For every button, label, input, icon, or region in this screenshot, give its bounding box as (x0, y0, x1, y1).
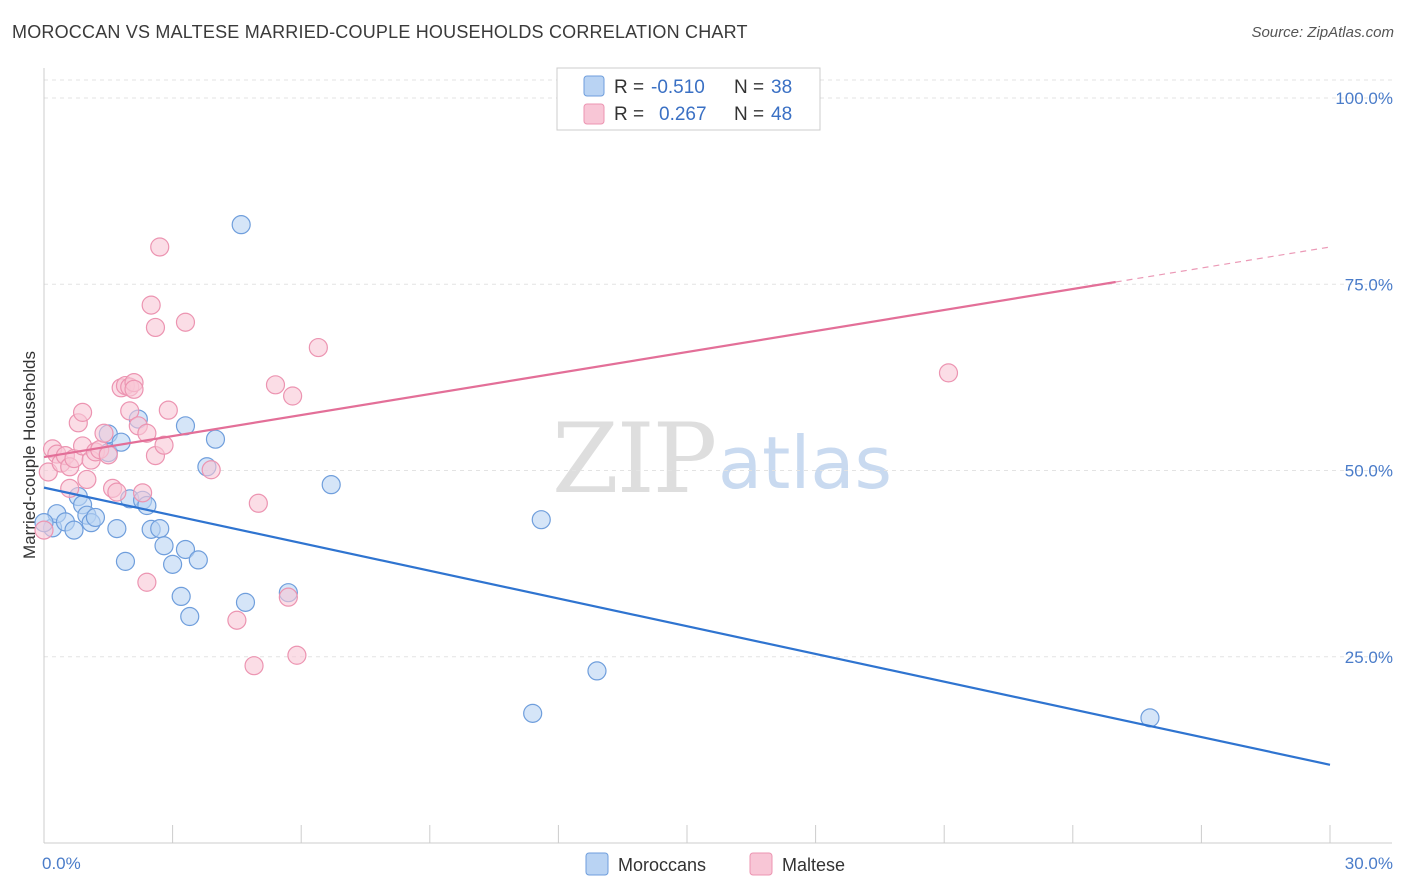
series-label-moroccans: Moroccans (618, 855, 706, 875)
y-tick-label: 25.0% (1345, 648, 1393, 667)
legend-r-label: R = (614, 77, 644, 98)
moroccans-point (321, 475, 341, 495)
moroccans-point (175, 539, 196, 560)
legend-swatch-blue (583, 75, 605, 97)
moroccans-point (171, 586, 191, 607)
y-tick-label: 75.0% (1345, 275, 1393, 294)
maltese-point (150, 237, 170, 257)
maltese-point (94, 423, 114, 443)
maltese-point (227, 610, 247, 630)
maltese-point (283, 386, 303, 406)
maltese-point (137, 423, 157, 443)
legend-n-label: N = (734, 104, 764, 125)
maltese-point (244, 656, 264, 676)
data-points (34, 88, 1160, 728)
x-tick-label: 30.0% (1345, 854, 1393, 873)
maltese-point (107, 482, 127, 502)
chart-title: MOROCCAN VS MALTESE MARRIED-COUPLE HOUSE… (12, 22, 748, 42)
maltese-point (287, 645, 307, 665)
legend-n-value: 48 (771, 104, 792, 125)
moroccans-point (531, 510, 551, 530)
legend-swatch-pink (583, 103, 605, 125)
maltese-point (124, 379, 144, 399)
maltese-point (308, 337, 328, 358)
legend-r-label: R = (614, 104, 644, 125)
trend-lines (43, 246, 1331, 766)
moroccans-point (64, 520, 84, 540)
moroccans-point (235, 592, 256, 612)
maltese-point (175, 312, 196, 332)
maltese-point (34, 520, 54, 540)
maltese-point (201, 460, 221, 480)
maltese-point (72, 402, 93, 422)
maltese-point (938, 363, 959, 383)
watermark: ZIP atlas (552, 403, 892, 515)
maltese-point (120, 401, 140, 421)
maltese-point (137, 572, 157, 592)
maltese-point (132, 483, 153, 503)
maltese-point (278, 587, 298, 607)
moroccans-point (587, 661, 607, 681)
axes: 25.0% 50.0% 75.0% 100.0% 0.0% 30.0% (42, 68, 1393, 873)
legend-n-label: N = (734, 77, 764, 98)
maltese-point (77, 469, 97, 490)
maltese-point (265, 375, 286, 395)
moroccans-point (154, 536, 174, 556)
source-label: Source: ZipAtlas.com (1251, 24, 1394, 41)
y-tick-label: 100.0% (1335, 89, 1393, 108)
maltese-point (145, 317, 166, 338)
series-swatch-maltese (749, 852, 773, 876)
maltese-point (154, 435, 174, 455)
watermark-zip: ZIP (552, 403, 715, 515)
moroccans-point (150, 519, 170, 539)
maltese-trend-extension (1115, 246, 1331, 283)
moroccans-point (163, 554, 183, 574)
x-tick-label: 0.0% (42, 854, 81, 873)
series-label-maltese: Maltese (782, 855, 845, 875)
y-tick-label: 50.0% (1345, 462, 1393, 481)
legend-r-value: -0.510 (651, 77, 705, 98)
moroccans-point (85, 507, 106, 528)
moroccans-point (107, 519, 127, 539)
grid-lines (44, 79, 1392, 658)
maltese-point (248, 493, 268, 513)
moroccans-point (188, 550, 208, 570)
moroccans-point (180, 606, 200, 627)
moroccans-point (523, 703, 543, 723)
moroccans-point (115, 551, 136, 571)
maltese-point (158, 400, 178, 420)
legend-r-value: 0.267 (659, 104, 707, 125)
moroccans-point (205, 429, 226, 449)
series-swatch-moroccans (585, 852, 609, 876)
maltese-point (141, 295, 161, 315)
legend-n-value: 38 (771, 77, 792, 98)
watermark-atlas: atlas (718, 421, 892, 505)
maltese-trend-line (43, 280, 1116, 459)
moroccans-trend-line (43, 486, 1331, 766)
correlation-legend: R = -0.510 N = 38 R = 0.267 N = 48 (556, 67, 821, 131)
moroccans-point (231, 215, 251, 235)
series-legend: Moroccans Maltese (585, 852, 845, 876)
